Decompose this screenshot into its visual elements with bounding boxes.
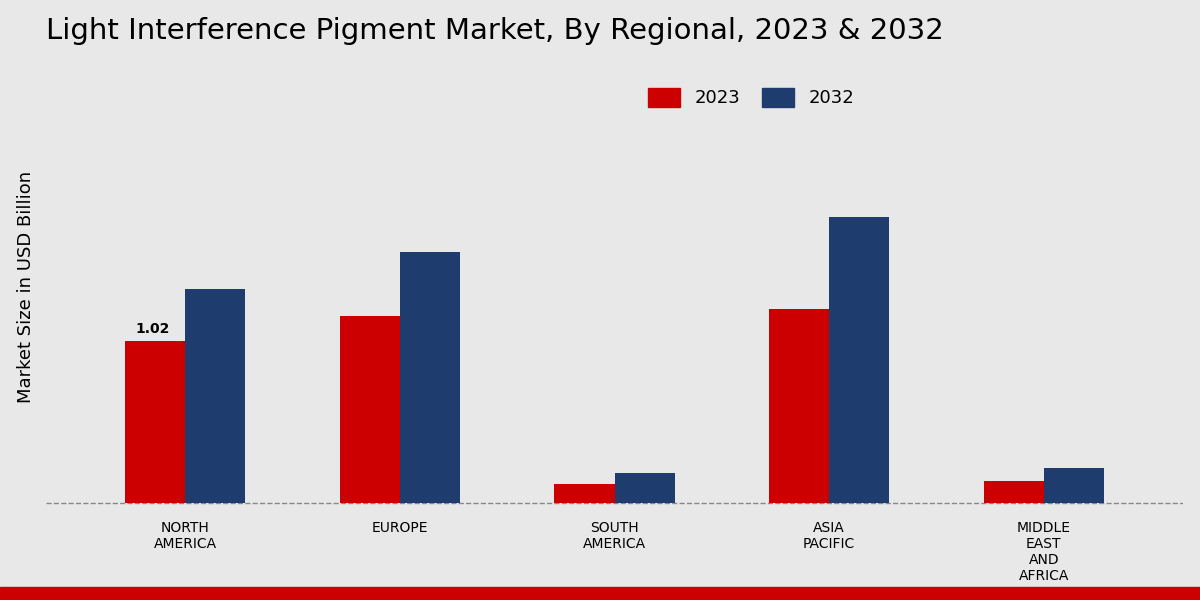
Bar (400, 252, 460, 503)
Bar (185, 289, 245, 503)
Bar (1044, 468, 1104, 503)
Bar (984, 481, 1044, 503)
Bar (614, 473, 674, 503)
Bar (769, 309, 829, 503)
Bar (125, 341, 185, 503)
Bar (340, 316, 400, 503)
Text: Light Interference Pigment Market, By Regional, 2023 & 2032: Light Interference Pigment Market, By Re… (46, 17, 943, 44)
Text: 1.02: 1.02 (136, 322, 170, 336)
Bar (554, 484, 614, 503)
Y-axis label: Market Size in USD Billion: Market Size in USD Billion (17, 171, 35, 403)
Bar (829, 217, 889, 503)
Legend: 2023, 2032: 2023, 2032 (641, 81, 862, 115)
